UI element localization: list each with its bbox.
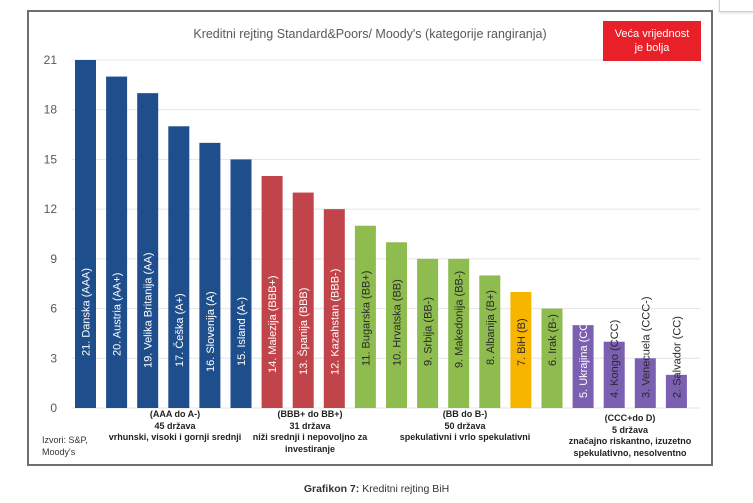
bar [541,308,563,408]
y-tick-label: 6 [50,302,57,316]
group-label-aaa: (AAA do A-) 45 država vrhunski, visoki i… [95,409,255,444]
bar [137,93,159,409]
source-line-1: Izvori: S&P, [42,435,88,445]
bar-label: 5. Ukrajina (CCC+) [578,305,590,398]
figure-caption: Grafikon 7: Kreditni rejting BiH [0,483,753,495]
note-line-1: Veća vrijednost [614,28,690,40]
group-desc: niži srednji i nepovoljno za [252,432,368,442]
bar [417,258,439,408]
group-range: (BBB+ do BB+) [277,409,343,419]
group-desc: vrhunski, visoki i gornji srednji [108,432,242,442]
bar-label: 12. Kazahstan (BBB-) [329,269,341,375]
bar [572,325,594,408]
bar-label: 6. Irak (B-) [547,314,559,366]
bar-label: 2. Salvador (CC) [671,316,683,398]
bar-label: 3. Venecuela (CCC-) [640,297,652,399]
chart-title: Kreditni rejting Standard&Poors/ Moody's… [193,27,547,41]
bar-label: 16. Slovenija (A) [205,291,217,372]
group-desc-2: investiranje [284,443,336,454]
bar [323,209,345,408]
group-label-ccc: (CCC+do D) 5 država značajno riskantno, … [560,413,700,459]
y-tick-label: 0 [50,401,57,415]
y-tick-label: 18 [44,103,58,117]
bar-label: 17. Češka (A+) [173,293,186,367]
bar-label: 7. BiH (B) [516,318,528,366]
group-count: 31 država [289,420,331,431]
bar-label: 9. Srbija (BB-) [423,297,435,366]
bar [106,76,128,409]
group-count: 50 država [444,420,486,431]
group-count: 5 država [611,424,649,435]
source-line-2: Moody's [42,447,76,457]
bar [261,176,283,408]
group-desc: spekulativni i vrlo spekulativni [399,432,531,442]
bar-label: 19. Velika Britanija (AA) [143,252,155,368]
y-axis: 0 3 6 9 12 15 18 21 [44,53,58,415]
bar [354,225,376,408]
bars [75,60,687,409]
y-tick-label: 3 [50,351,57,365]
bar [603,341,625,408]
note-badge: Veća vrijednost je bolja [603,21,701,61]
group-label-bb: (BB do B-) 50 država spekulativni i vrlo… [380,409,550,444]
bar [665,374,687,408]
bar-label: 8. Albanija (B+) [485,290,497,365]
bar [386,242,407,408]
bar [199,142,221,408]
bar-label: 10. Hrvatska (BB) [392,279,404,366]
caption-label: Grafikon 7: [303,483,360,495]
bar-label: 11. Bugarska (BB+) [360,271,372,366]
bar-labels: 21. Danska (AAA) 20. Austria (AA+) 19. Vel… [81,252,684,398]
bar [510,292,532,408]
group-count: 45 država [154,420,196,431]
caption-text: Kreditni rejting BiH [359,483,450,495]
group-range: (BB do B-) [442,409,488,419]
bar-label: 14. Malezija (BBB+) [267,275,279,373]
bar [292,192,314,408]
bar-label: 9. Makedonija (BB-) [454,271,466,368]
note-line-2: je bolja [634,42,670,54]
source-note: Izvori: S&P, Moody's [42,434,88,458]
y-tick-label: 9 [50,252,57,266]
group-range: (CCC+do D) [604,413,656,423]
group-label-bbb: (BBB+ do BB+) 31 država niži srednji i n… [235,409,385,455]
group-range: (AAA do A-) [149,409,201,419]
bar-label: 15. Island (A-) [236,297,248,366]
y-tick-label: 15 [44,152,58,166]
bar-label: 20. Austria (AA+) [112,273,124,356]
group-desc-2: spekulativno, nesolventno [573,447,687,458]
bar [75,60,96,408]
y-tick-label: 12 [44,202,58,216]
bar-label: 21. Danska (AAA) [81,268,93,356]
bar [479,275,501,408]
bar-label: 4. Kongo (CCC) [609,320,621,398]
corner-widget [719,0,753,12]
bar-label: 13. Španija (BBB) [297,288,310,375]
bar [168,126,190,409]
group-desc: značajno riskantno, izuzetno [568,436,692,446]
bar [448,258,470,408]
y-tick-label: 21 [44,53,58,67]
bar [634,358,656,408]
bar [230,159,252,408]
